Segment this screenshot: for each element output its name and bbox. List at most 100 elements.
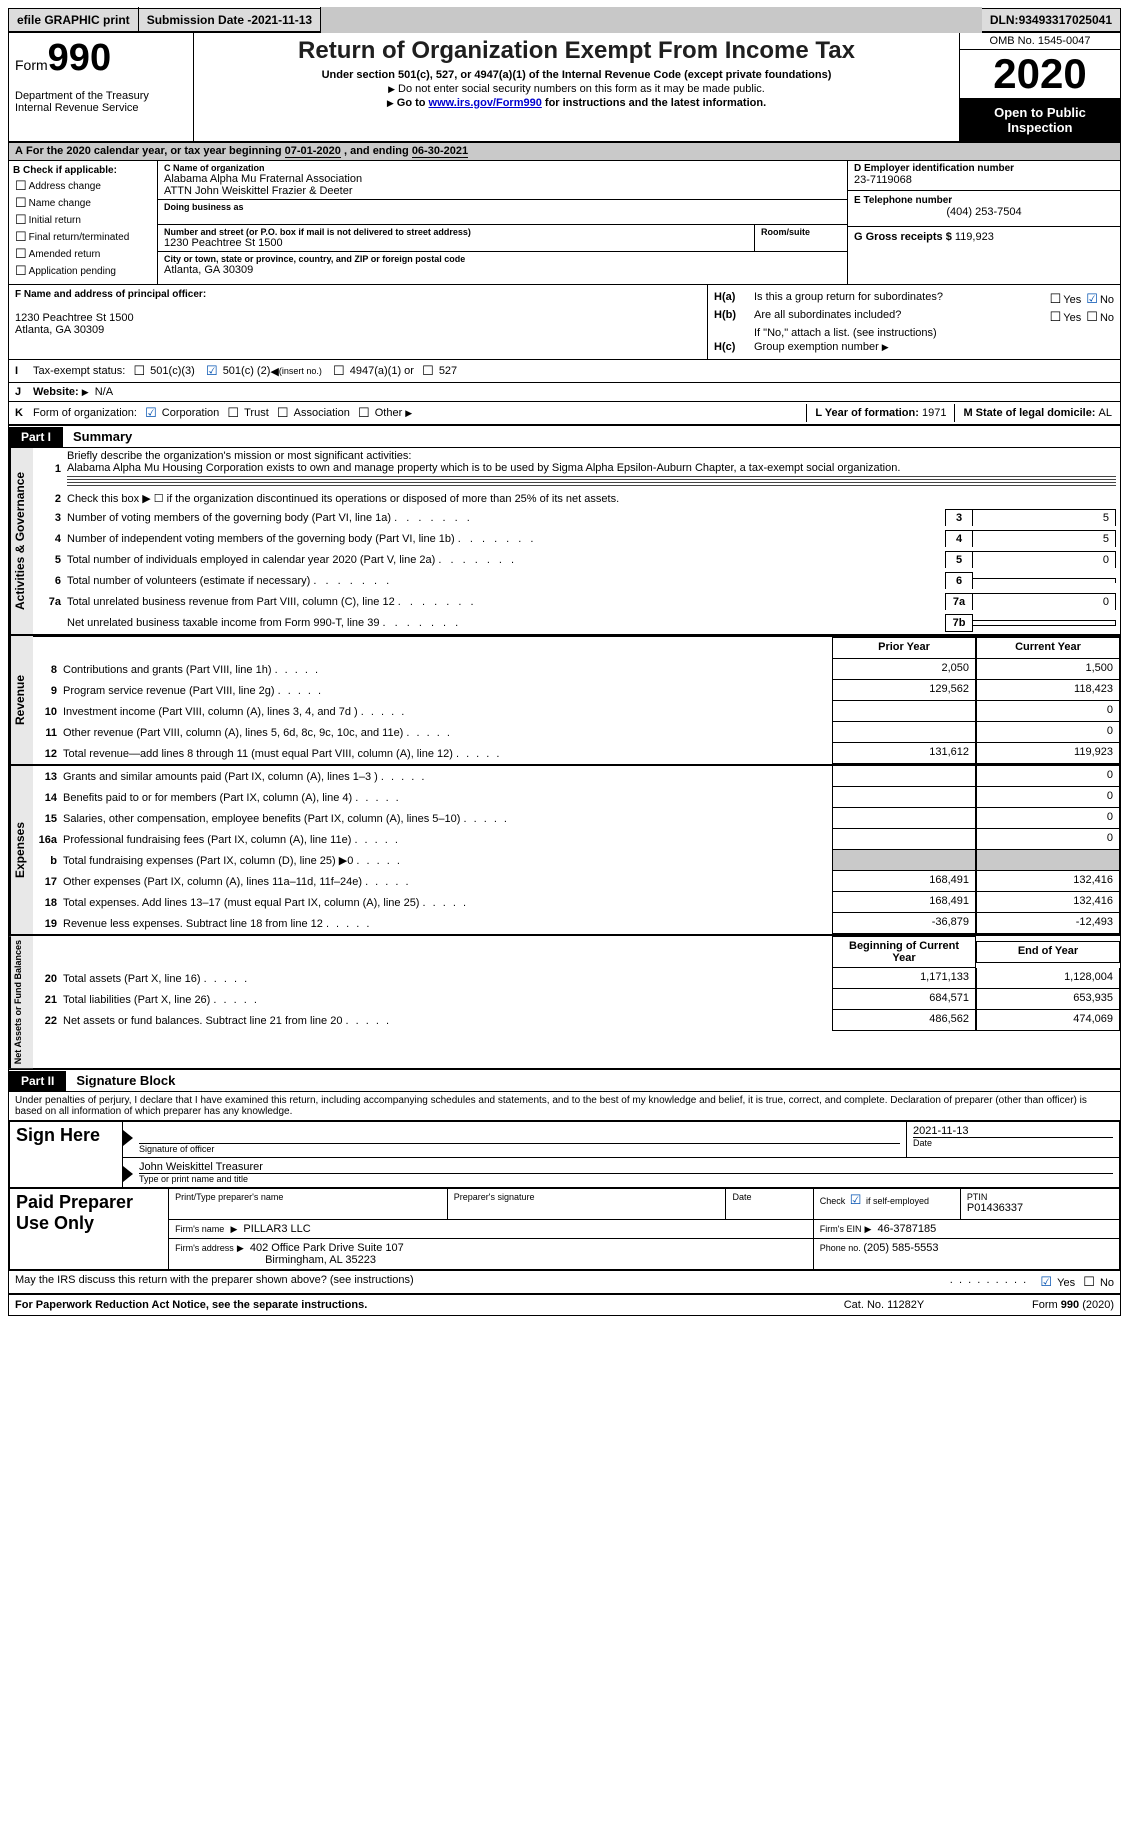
open-to-public-label: Open to Public Inspection <box>960 99 1120 141</box>
checkbox-icon[interactable] <box>206 363 218 379</box>
part-tag: Part II <box>9 1071 66 1091</box>
efile-print-label: efile GRAPHIC print <box>9 7 139 33</box>
phone-cell: E Telephone number (404) 253-7504 <box>848 190 1120 222</box>
form-footer: For Paperwork Reduction Act Notice, see … <box>9 1295 1120 1315</box>
checkbox-icon <box>15 246 27 262</box>
checkbox-icon <box>15 195 27 211</box>
h-c-row: H(c) Group exemption number <box>714 341 1114 353</box>
omb-number: OMB No. 1545-0047 <box>960 33 1120 50</box>
checkbox-icon[interactable] <box>358 405 370 421</box>
part-i-header: Part I Summary <box>9 426 1120 448</box>
data-line: 13Grants and similar amounts paid (Part … <box>33 766 1120 787</box>
form-header: Form990 Department of the Treasury Inter… <box>9 33 1120 143</box>
data-line: 15Salaries, other compensation, employee… <box>33 808 1120 829</box>
org-name-cell: C Name of organization Alabama Alpha Mu … <box>158 161 847 200</box>
governance-line: 3Number of voting members of the governi… <box>33 507 1120 528</box>
chk-application-pending[interactable]: Application pending <box>13 263 153 279</box>
paid-preparer-label: Paid Preparer Use Only <box>10 1189 169 1270</box>
paperwork-notice: For Paperwork Reduction Act Notice, see … <box>15 1299 814 1311</box>
room-suite-label: Room/suite <box>755 225 847 252</box>
ein-label: D Employer identification number <box>854 163 1114 174</box>
form-number: Form990 <box>15 37 187 80</box>
checkbox-icon <box>15 178 27 194</box>
chk-initial-return[interactable]: Initial return <box>13 212 153 228</box>
mission-text: Alabama Alpha Mu Housing Corporation exi… <box>67 462 900 474</box>
catalog-number: Cat. No. 11282Y <box>814 1299 954 1311</box>
box-b-label: B Check if applicable: <box>13 165 153 176</box>
firm-phone: (205) 585-5553 <box>863 1242 938 1254</box>
beginning-year-header: Beginning of Current Year <box>832 936 976 968</box>
state-of-domicile: M State of legal domicile: AL <box>954 404 1120 422</box>
gross-receipts-cell: G Gross receipts $ 119,923 <box>848 226 1120 247</box>
checkbox-icon[interactable] <box>1083 1274 1095 1289</box>
data-line: 10Investment income (Part VIII, column (… <box>33 701 1120 722</box>
box-h: H(a) Is this a group return for subordin… <box>708 285 1120 359</box>
vlabel-expenses: Expenses <box>9 766 33 934</box>
line-1: 1 Briefly describe the organization's mi… <box>33 448 1120 490</box>
data-line: 9Program service revenue (Part VIII, lin… <box>33 680 1120 701</box>
form-title: Return of Organization Exempt From Incom… <box>200 37 953 65</box>
form-subtitle: Under section 501(c), 527, or 4947(a)(1)… <box>200 69 953 81</box>
row-j-website: J Website: N/A <box>9 383 1120 402</box>
firm-name: PILLAR3 LLC <box>243 1223 310 1235</box>
line-2: 2 Check this box ▶ ☐ if the organization… <box>33 490 1120 507</box>
part-tag: Part I <box>9 427 63 447</box>
chk-name-change[interactable]: Name change <box>13 195 153 211</box>
netassets-header-row: Beginning of Current Year End of Year <box>33 936 1120 968</box>
identity-block: B Check if applicable: Address change Na… <box>9 161 1120 285</box>
instruction-line-2: Go to www.irs.gov/Form990 for instructio… <box>200 97 953 109</box>
box-d: D Employer identification number 23-7119… <box>848 161 1120 284</box>
governance-line: 4Number of independent voting members of… <box>33 528 1120 549</box>
signature-table: Sign Here Signature of officer 2021-11-1… <box>9 1121 1120 1188</box>
data-line: 18Total expenses. Add lines 13–17 (must … <box>33 892 1120 913</box>
irs-link[interactable]: www.irs.gov/Form990 <box>429 97 542 109</box>
checkbox-icon[interactable] <box>333 363 345 379</box>
row-i-tax-status: I Tax-exempt status: 501(c)(3) 501(c) ( … <box>9 360 1120 383</box>
revenue-header-row: b Prior Year Current Year <box>33 636 1120 659</box>
checkbox-icon[interactable] <box>1086 309 1098 324</box>
net-assets-section: Net Assets or Fund Balances Beginning of… <box>9 936 1120 1070</box>
checkbox-icon[interactable] <box>422 363 434 379</box>
checkbox-icon <box>15 263 27 279</box>
checkbox-icon <box>15 229 27 245</box>
data-line: 20Total assets (Part X, line 16) . . . .… <box>33 968 1120 989</box>
chk-final-return[interactable]: Final return/terminated <box>13 229 153 245</box>
form-number-footer: Form 990 (2020) <box>954 1299 1114 1311</box>
data-line: 19Revenue less expenses. Subtract line 1… <box>33 913 1120 934</box>
header-right: OMB No. 1545-0047 2020 Open to Public In… <box>959 33 1120 141</box>
box-b: B Check if applicable: Address change Na… <box>9 161 158 284</box>
signature-of-officer-label: Signature of officer <box>139 1143 900 1154</box>
current-year-header: Current Year <box>976 637 1120 659</box>
sign-here-label: Sign Here <box>10 1122 123 1188</box>
form-990-document: Form990 Department of the Treasury Inter… <box>8 32 1121 1316</box>
street-address-row: Number and street (or P.O. box if mail i… <box>158 225 847 252</box>
checkbox-icon[interactable] <box>1086 291 1098 306</box>
governance-line: 7aTotal unrelated business revenue from … <box>33 591 1120 612</box>
checkbox-icon[interactable] <box>227 405 239 421</box>
checkbox-icon[interactable] <box>133 363 145 379</box>
h-b-row: H(b) Are all subordinates included? Yes … <box>714 309 1114 325</box>
checkbox-icon[interactable] <box>277 405 289 421</box>
paid-preparer-table: Paid Preparer Use Only Print/Type prepar… <box>9 1188 1120 1270</box>
data-line: 12Total revenue—add lines 8 through 11 (… <box>33 743 1120 764</box>
part-title: Summary <box>63 426 1120 447</box>
chk-address-change[interactable]: Address change <box>13 178 153 194</box>
data-line: 22Net assets or fund balances. Subtract … <box>33 1010 1120 1031</box>
checkbox-icon[interactable] <box>850 1192 862 1207</box>
checkbox-icon[interactable] <box>145 405 157 421</box>
year-of-formation: L Year of formation: 1971 <box>807 404 954 422</box>
tax-year: 2020 <box>960 50 1120 99</box>
governance-line: Net unrelated business taxable income fr… <box>33 612 1120 634</box>
top-bar: efile GRAPHIC print Submission Date - 20… <box>8 8 1121 32</box>
chk-amended-return[interactable]: Amended return <box>13 246 153 262</box>
checkbox-icon[interactable] <box>1050 309 1062 324</box>
checkbox-icon[interactable] <box>1040 1274 1052 1289</box>
signature-date: 2021-11-13 <box>913 1125 1113 1137</box>
checkbox-icon[interactable] <box>1050 291 1062 306</box>
header-title-block: Return of Organization Exempt From Incom… <box>194 33 959 141</box>
revenue-section: Revenue b Prior Year Current Year 8Contr… <box>9 636 1120 766</box>
dba-cell: Doing business as <box>158 200 847 225</box>
firm-address: 402 Office Park Drive Suite 107 <box>250 1242 404 1254</box>
row-k-form-org: K Form of organization: Corporation Trus… <box>9 402 1120 426</box>
end-year-header: End of Year <box>976 941 1120 963</box>
